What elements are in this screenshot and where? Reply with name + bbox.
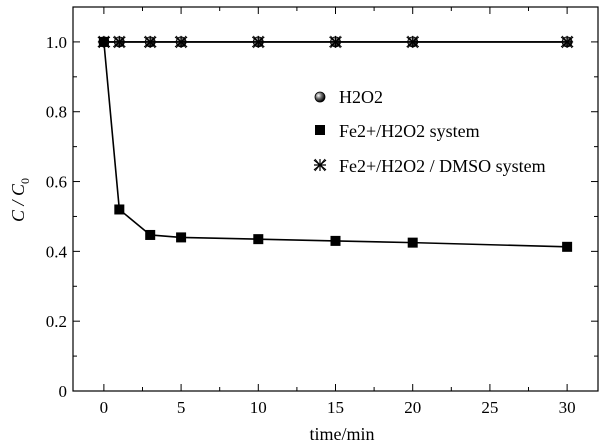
- plot-frame: [72, 6, 599, 392]
- series-line: [103, 41, 568, 248]
- y-tick-label: 1.0: [46, 33, 67, 52]
- x-axis: 0 5 10 15 20 25 30: [100, 7, 576, 417]
- x-tick-label: 0: [100, 398, 109, 417]
- star-stroke-inner: [330, 35, 341, 49]
- legend-marker-sphere: [314, 91, 326, 103]
- y-tick-label: 0.2: [46, 312, 67, 331]
- series-layer: [97, 35, 574, 252]
- y-tick-label: 0.4: [46, 242, 68, 261]
- y-tick-label: 0.6: [46, 173, 67, 192]
- x-tick-label: 10: [250, 398, 267, 417]
- data-point-square: [114, 204, 125, 215]
- x-tick-label: 15: [327, 398, 344, 417]
- legend-item-fe-h2o2: Fe2+/H2O2 system: [315, 121, 480, 141]
- y-axis-title-main: C / C: [8, 183, 28, 222]
- x-axis-title: time/min: [310, 424, 375, 444]
- data-point-square: [562, 241, 573, 252]
- x-tick-label: 20: [404, 398, 421, 417]
- data-point-square: [407, 237, 418, 248]
- y-tick-label: 0: [59, 382, 68, 401]
- y-axis-title-sub: 0: [18, 178, 32, 184]
- star-stroke-inner: [175, 35, 187, 49]
- data-point-star: [406, 35, 420, 49]
- x-tick-label: 5: [177, 398, 186, 417]
- plot-border: [72, 6, 599, 392]
- data-point-square: [145, 229, 156, 240]
- star-stroke-inner: [407, 35, 419, 49]
- data-point-star: [251, 35, 265, 49]
- data-point-star: [143, 35, 157, 49]
- data-point-square: [330, 235, 341, 246]
- data-point-star: [560, 35, 574, 49]
- data-point-square: [253, 234, 264, 245]
- legend-label-h2o2: H2O2: [339, 87, 383, 107]
- legend-marker-square: [315, 125, 325, 135]
- data-point-star: [174, 35, 188, 49]
- data-point-star: [97, 35, 111, 49]
- legend-label-fe-h2o2: Fe2+/H2O2 system: [339, 121, 480, 141]
- series-star: [97, 35, 574, 49]
- star-stroke-inner: [98, 35, 110, 49]
- legend-item-h2o2: H2O2: [314, 87, 383, 107]
- x-tick-label: 25: [481, 398, 498, 417]
- legend-item-fe-h2o2-dmso: Fe2+/H2O2 / DMSO system: [313, 156, 546, 176]
- data-point-star: [329, 35, 342, 49]
- y-tick-label: 0.8: [46, 103, 67, 122]
- y-axis-title: C / C0: [8, 178, 32, 222]
- star-stroke-inner: [113, 35, 125, 49]
- star-stroke-inner: [144, 35, 156, 49]
- data-point-star: [112, 35, 126, 49]
- legend-label-fe-h2o2-dmso: Fe2+/H2O2 / DMSO system: [339, 156, 546, 176]
- legend-marker-star: [313, 158, 327, 172]
- y-axis: 0 0.2 0.4 0.6 0.8 1.0: [46, 6, 598, 401]
- x-tick-label: 30: [559, 398, 576, 417]
- data-point-square: [176, 232, 187, 243]
- series-square: [98, 36, 573, 252]
- star-stroke-inner: [561, 35, 573, 49]
- star-stroke-inner: [252, 35, 264, 49]
- legend: H2O2 Fe2+/H2O2 system Fe2+/H2O2 / DMSO s…: [313, 87, 546, 176]
